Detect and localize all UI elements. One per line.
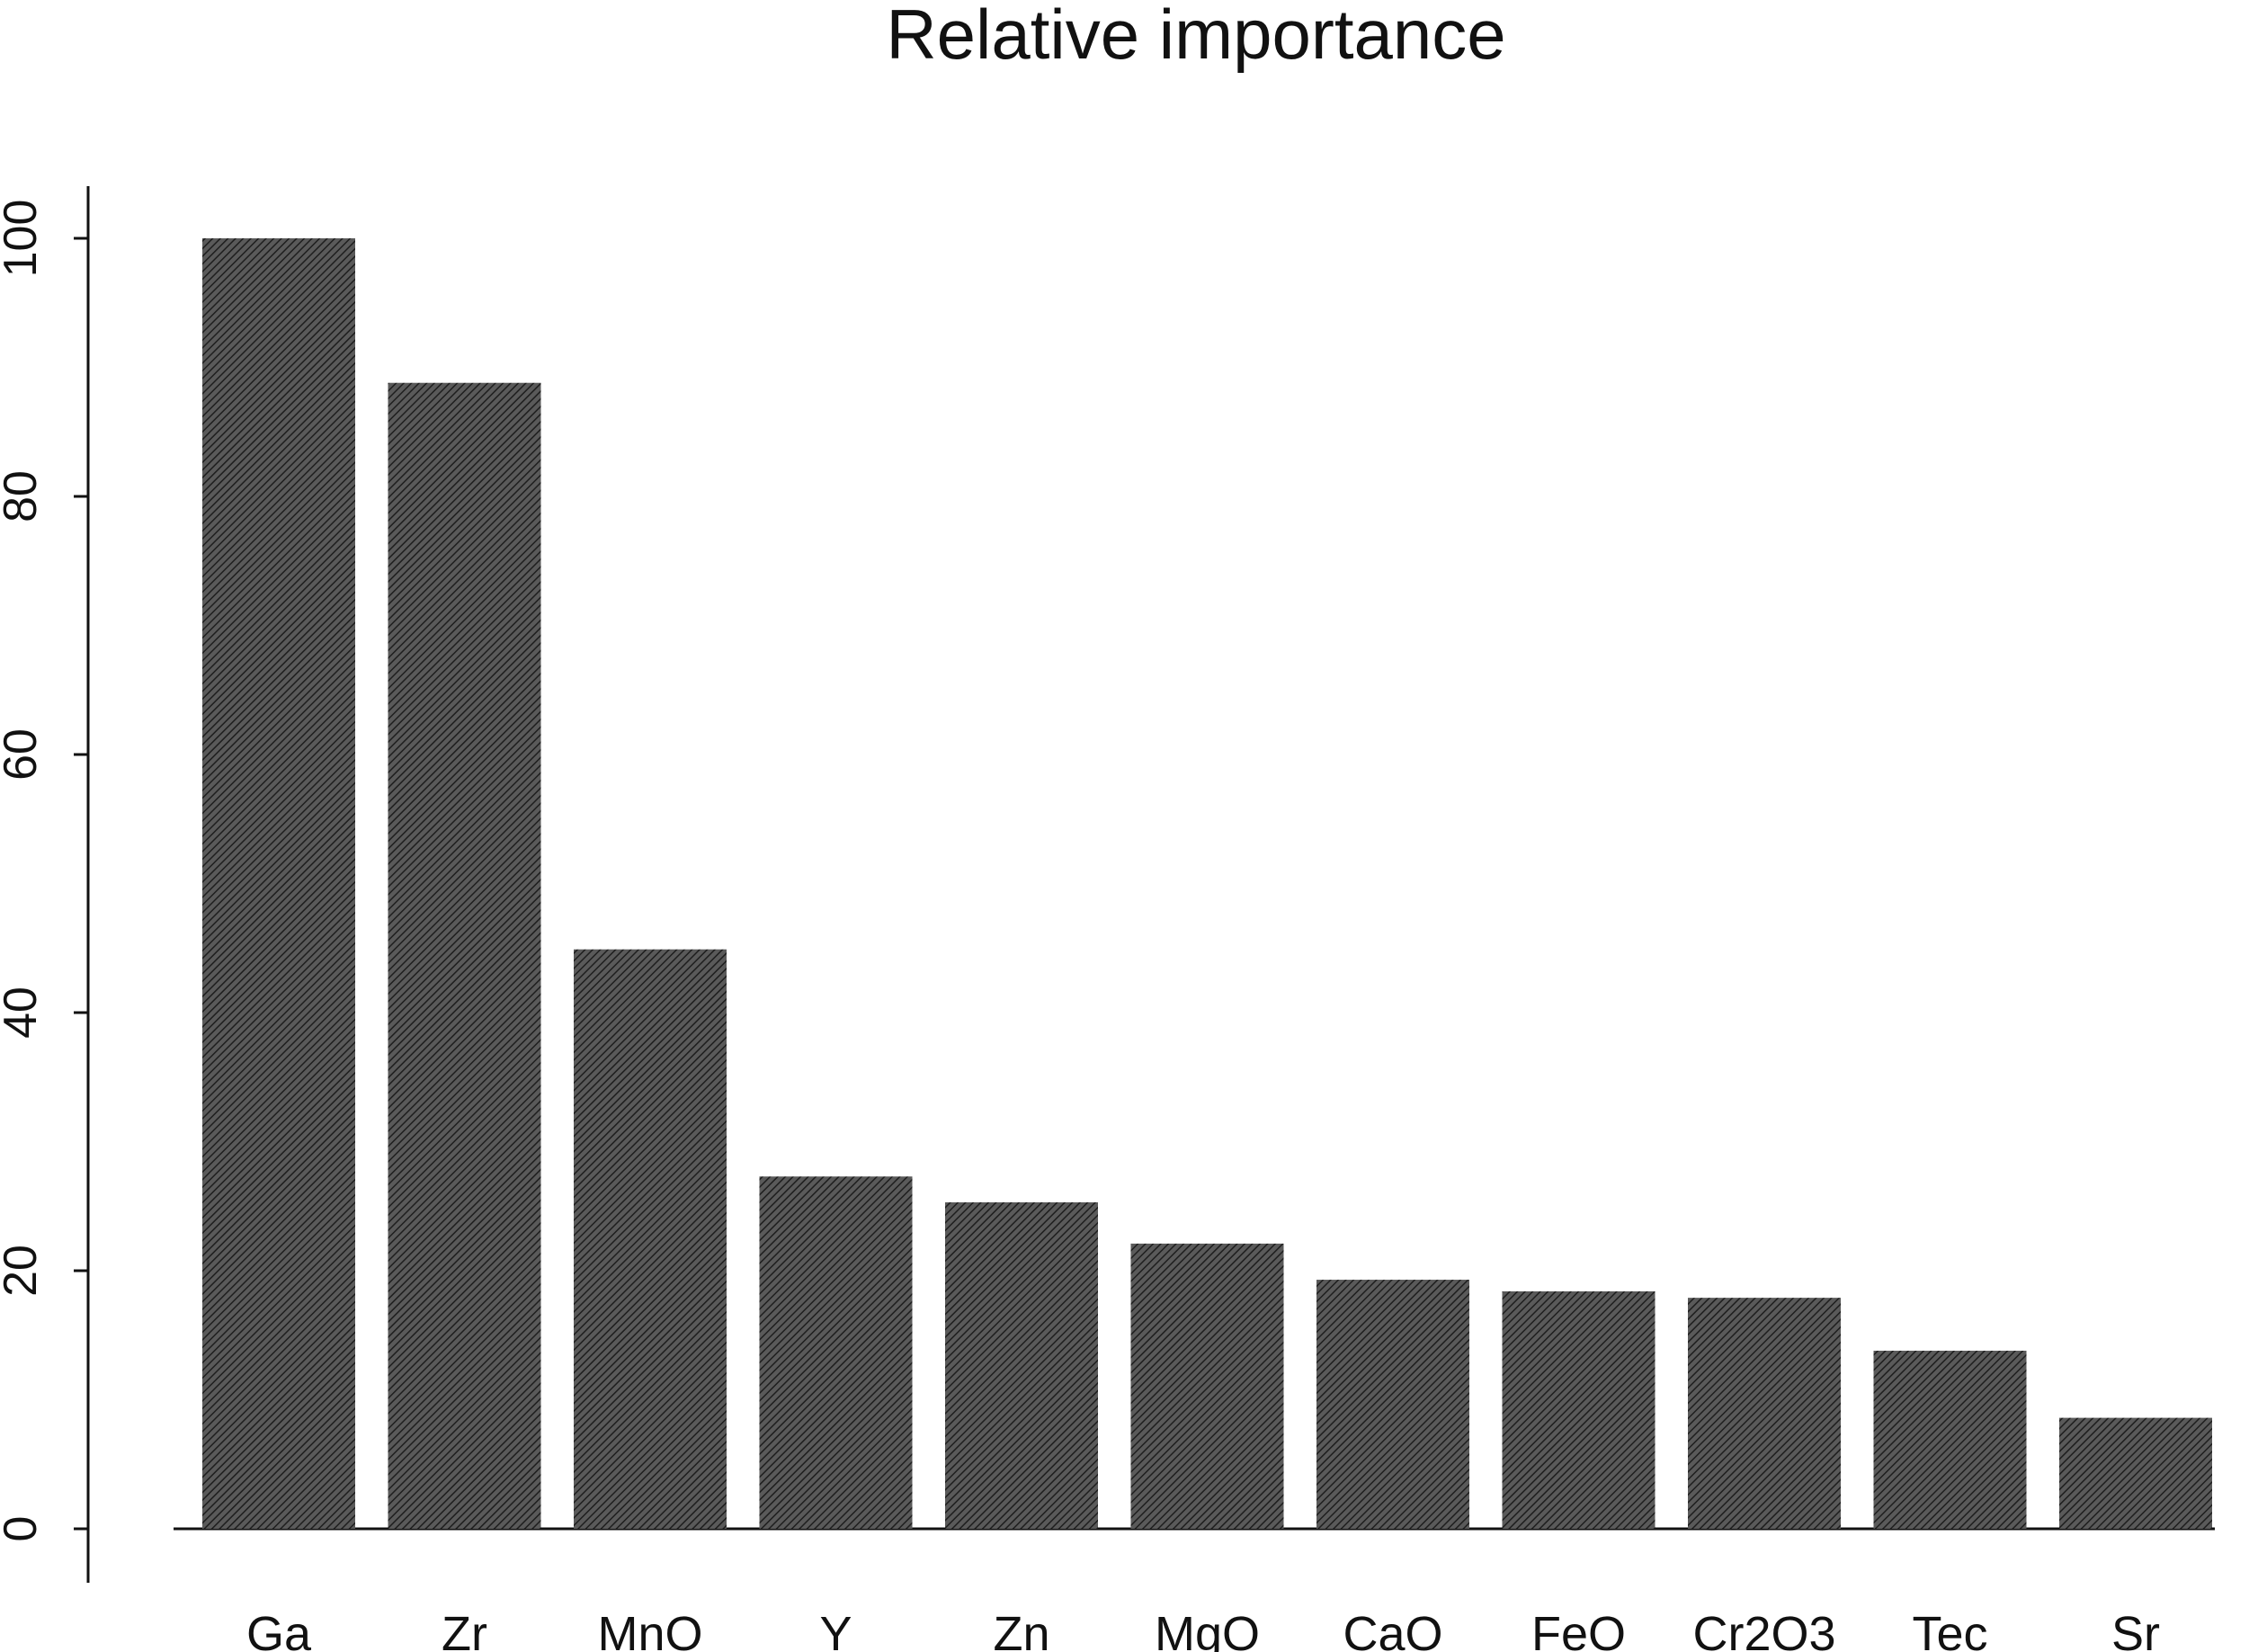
bar-tec — [1873, 1350, 2027, 1529]
x-category-label: Zr — [442, 1607, 487, 1652]
x-category-label: Y — [819, 1607, 852, 1652]
y-tick-label: 100 — [0, 200, 47, 278]
x-category-label: MgO — [1155, 1607, 1260, 1652]
y-axis: 0 20 40 60 80 100 — [0, 186, 90, 1583]
chart-title: Relative importance — [886, 0, 1505, 74]
bar-zr — [388, 382, 541, 1530]
bar-cao — [1316, 1280, 1469, 1529]
x-category-label: Sr — [2111, 1607, 2160, 1652]
x-category-label: Zn — [993, 1607, 1049, 1652]
y-tick-label: 20 — [0, 1245, 47, 1297]
x-category-label: MnO — [597, 1607, 702, 1652]
bar-y — [759, 1176, 913, 1529]
x-category-label: Tec — [1912, 1607, 1987, 1652]
y-tick-label: 80 — [0, 470, 47, 522]
bar-mno — [574, 949, 727, 1529]
y-tick-label: 0 — [0, 1516, 47, 1542]
x-category-label: CaO — [1343, 1607, 1442, 1652]
bar-feo — [1502, 1290, 1656, 1529]
x-category-label: FeO — [1531, 1607, 1626, 1652]
bar-cr2o3 — [1688, 1298, 1841, 1529]
bar-ga — [202, 238, 355, 1529]
x-category-label: Cr2O3 — [1692, 1607, 1835, 1652]
bar-sr — [2059, 1417, 2212, 1529]
y-tick-label: 40 — [0, 987, 47, 1039]
x-category-label: Ga — [246, 1607, 312, 1652]
bars-group — [202, 238, 2212, 1530]
bar-zn — [945, 1201, 1098, 1529]
category-labels: Ga Zr MnO Y Zn MgO CaO FeO Cr2O3 Tec Sr — [246, 1607, 2160, 1652]
y-tick-label: 60 — [0, 728, 47, 781]
bar-mgo — [1130, 1243, 1284, 1529]
